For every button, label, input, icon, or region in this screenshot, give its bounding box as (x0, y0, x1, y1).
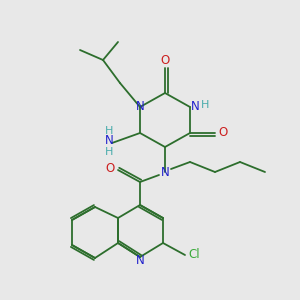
Text: N: N (136, 254, 144, 268)
Text: H: H (201, 100, 209, 110)
Text: N: N (190, 100, 200, 113)
Text: N: N (160, 166, 169, 178)
Text: H: H (105, 147, 113, 157)
Text: O: O (105, 161, 115, 175)
Text: O: O (160, 53, 169, 67)
Text: N: N (136, 100, 144, 113)
Text: O: O (218, 127, 228, 140)
Text: H: H (105, 126, 113, 136)
Text: Cl: Cl (188, 248, 200, 262)
Text: N: N (105, 134, 113, 148)
